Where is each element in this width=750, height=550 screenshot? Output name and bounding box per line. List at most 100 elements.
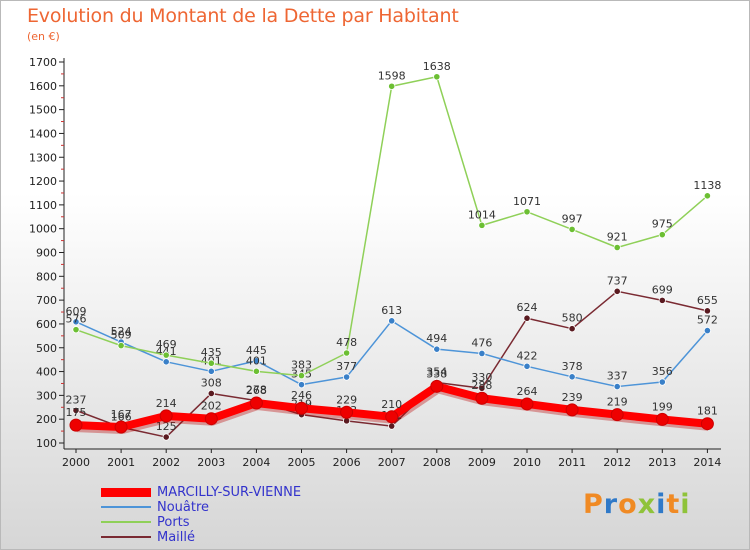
data-point-maille — [388, 422, 396, 430]
data-label-nouatre: 378 — [562, 360, 583, 373]
x-tick-label: 2000 — [62, 456, 90, 469]
data-label-marcilly-sur-vienne: 181 — [697, 405, 718, 418]
data-point-marcilly-sur-vienne — [114, 420, 128, 434]
data-label-marcilly-sur-vienne: 268 — [246, 384, 267, 397]
data-point-marcilly-sur-vienne — [475, 391, 489, 405]
data-point-ports — [117, 342, 125, 350]
logo-letter: P — [583, 489, 604, 520]
x-tick-label: 2003 — [197, 456, 225, 469]
data-point-marcilly-sur-vienne — [700, 417, 714, 431]
proxiti-logo: Proxiti — [583, 489, 691, 520]
data-label-nouatre: 613 — [381, 304, 402, 317]
data-label-marcilly-sur-vienne: 288 — [471, 379, 492, 392]
data-label-nouatre: 476 — [471, 336, 492, 349]
x-tick-label: 2012 — [603, 456, 631, 469]
y-tick-label: 1500 — [29, 104, 57, 117]
data-point-ports — [342, 349, 351, 357]
data-point-nouatre — [162, 358, 170, 366]
data-point-ports — [252, 367, 260, 375]
x-tick-label: 2001 — [107, 456, 135, 469]
x-tick-label: 2007 — [378, 456, 406, 469]
data-label-ports: 1138 — [693, 179, 721, 192]
data-point-maille — [703, 307, 712, 315]
data-label-ports: 1598 — [378, 69, 406, 82]
data-point-maille — [568, 325, 576, 333]
y-tick-label: 900 — [36, 247, 57, 260]
data-label-nouatre: 337 — [607, 370, 628, 383]
data-point-maille — [658, 296, 666, 304]
data-label-maille: 278 — [246, 384, 267, 397]
data-label-maille: 125 — [156, 420, 177, 433]
data-point-ports — [162, 351, 170, 359]
y-tick-label: 200 — [36, 413, 57, 426]
data-label-ports: 1071 — [513, 195, 541, 208]
data-point-maille — [478, 384, 486, 392]
data-label-marcilly-sur-vienne: 214 — [156, 397, 177, 410]
logo-letter: o — [618, 489, 638, 520]
data-label-ports: 383 — [291, 359, 312, 372]
data-label-marcilly-sur-vienne: 246 — [291, 389, 312, 402]
data-label-maille: 330 — [471, 371, 492, 384]
data-label-maille: 655 — [697, 294, 718, 307]
y-tick-label: 1200 — [29, 175, 57, 188]
legend-label: Ports — [157, 515, 190, 530]
data-point-marcilly-sur-vienne — [340, 405, 354, 419]
data-point-maille — [207, 389, 215, 398]
y-tick-label: 800 — [36, 270, 57, 283]
x-tick-label: 2005 — [288, 456, 316, 469]
data-point-nouatre — [568, 373, 576, 381]
legend-swatch — [101, 487, 151, 497]
data-point-nouatre — [613, 382, 621, 391]
data-label-maille: 308 — [201, 376, 222, 389]
logo-letter: r — [603, 489, 619, 520]
data-point-marcilly-sur-vienne — [610, 408, 624, 422]
data-point-nouatre — [658, 378, 666, 386]
data-point-nouatre — [342, 373, 351, 381]
y-tick-label: 700 — [36, 294, 57, 307]
data-label-nouatre: 377 — [336, 360, 357, 373]
data-label-ports: 469 — [156, 338, 177, 351]
x-tick-label: 2002 — [152, 456, 180, 469]
data-point-marcilly-sur-vienne — [69, 418, 83, 432]
legend-label: Nouâtre — [157, 500, 210, 515]
data-label-ports: 921 — [607, 230, 628, 243]
data-point-ports — [72, 326, 80, 334]
y-tick-label: 1000 — [29, 223, 57, 236]
data-point-ports — [433, 73, 441, 81]
data-label-marcilly-sur-vienne: 219 — [607, 396, 628, 409]
data-label-ports: 478 — [336, 336, 357, 349]
data-label-ports: 435 — [201, 346, 222, 359]
data-label-maille: 354 — [426, 366, 447, 379]
data-point-ports — [297, 372, 306, 380]
x-tick-label: 2009 — [468, 456, 496, 469]
data-point-maille — [523, 314, 531, 322]
data-point-marcilly-sur-vienne — [655, 412, 669, 426]
y-tick-label: 1400 — [29, 127, 57, 140]
data-point-nouatre — [433, 345, 441, 353]
data-label-nouatre: 609 — [66, 305, 87, 318]
y-tick-label: 1100 — [29, 199, 57, 212]
data-label-nouatre: 356 — [652, 365, 673, 378]
data-label-nouatre: 422 — [517, 349, 538, 362]
x-tick-label: 2011 — [558, 456, 586, 469]
data-point-marcilly-sur-vienne — [430, 379, 444, 393]
legend-swatch — [101, 536, 151, 538]
legend-swatch — [101, 521, 151, 523]
data-point-maille — [72, 406, 80, 414]
data-point-ports — [478, 221, 486, 229]
data-label-ports: 1638 — [423, 60, 451, 73]
data-label-marcilly-sur-vienne: 202 — [201, 400, 222, 413]
unit-label: (en €) — [27, 30, 60, 43]
data-label-ports: 1014 — [468, 208, 496, 221]
data-point-nouatre — [72, 318, 80, 326]
data-label-maille: 166 — [111, 410, 132, 423]
y-tick-label: 600 — [36, 318, 57, 331]
data-label-marcilly-sur-vienne: 175 — [66, 406, 87, 419]
data-point-nouatre — [252, 357, 260, 365]
x-tick-label: 2008 — [423, 456, 451, 469]
chart-title: Evolution du Montant de la Dette par Hab… — [27, 5, 459, 27]
data-label-nouatre: 445 — [246, 344, 267, 357]
logo-letter: x — [637, 489, 657, 520]
logo-letter: i — [680, 489, 691, 520]
y-tick-label: 400 — [36, 366, 57, 379]
